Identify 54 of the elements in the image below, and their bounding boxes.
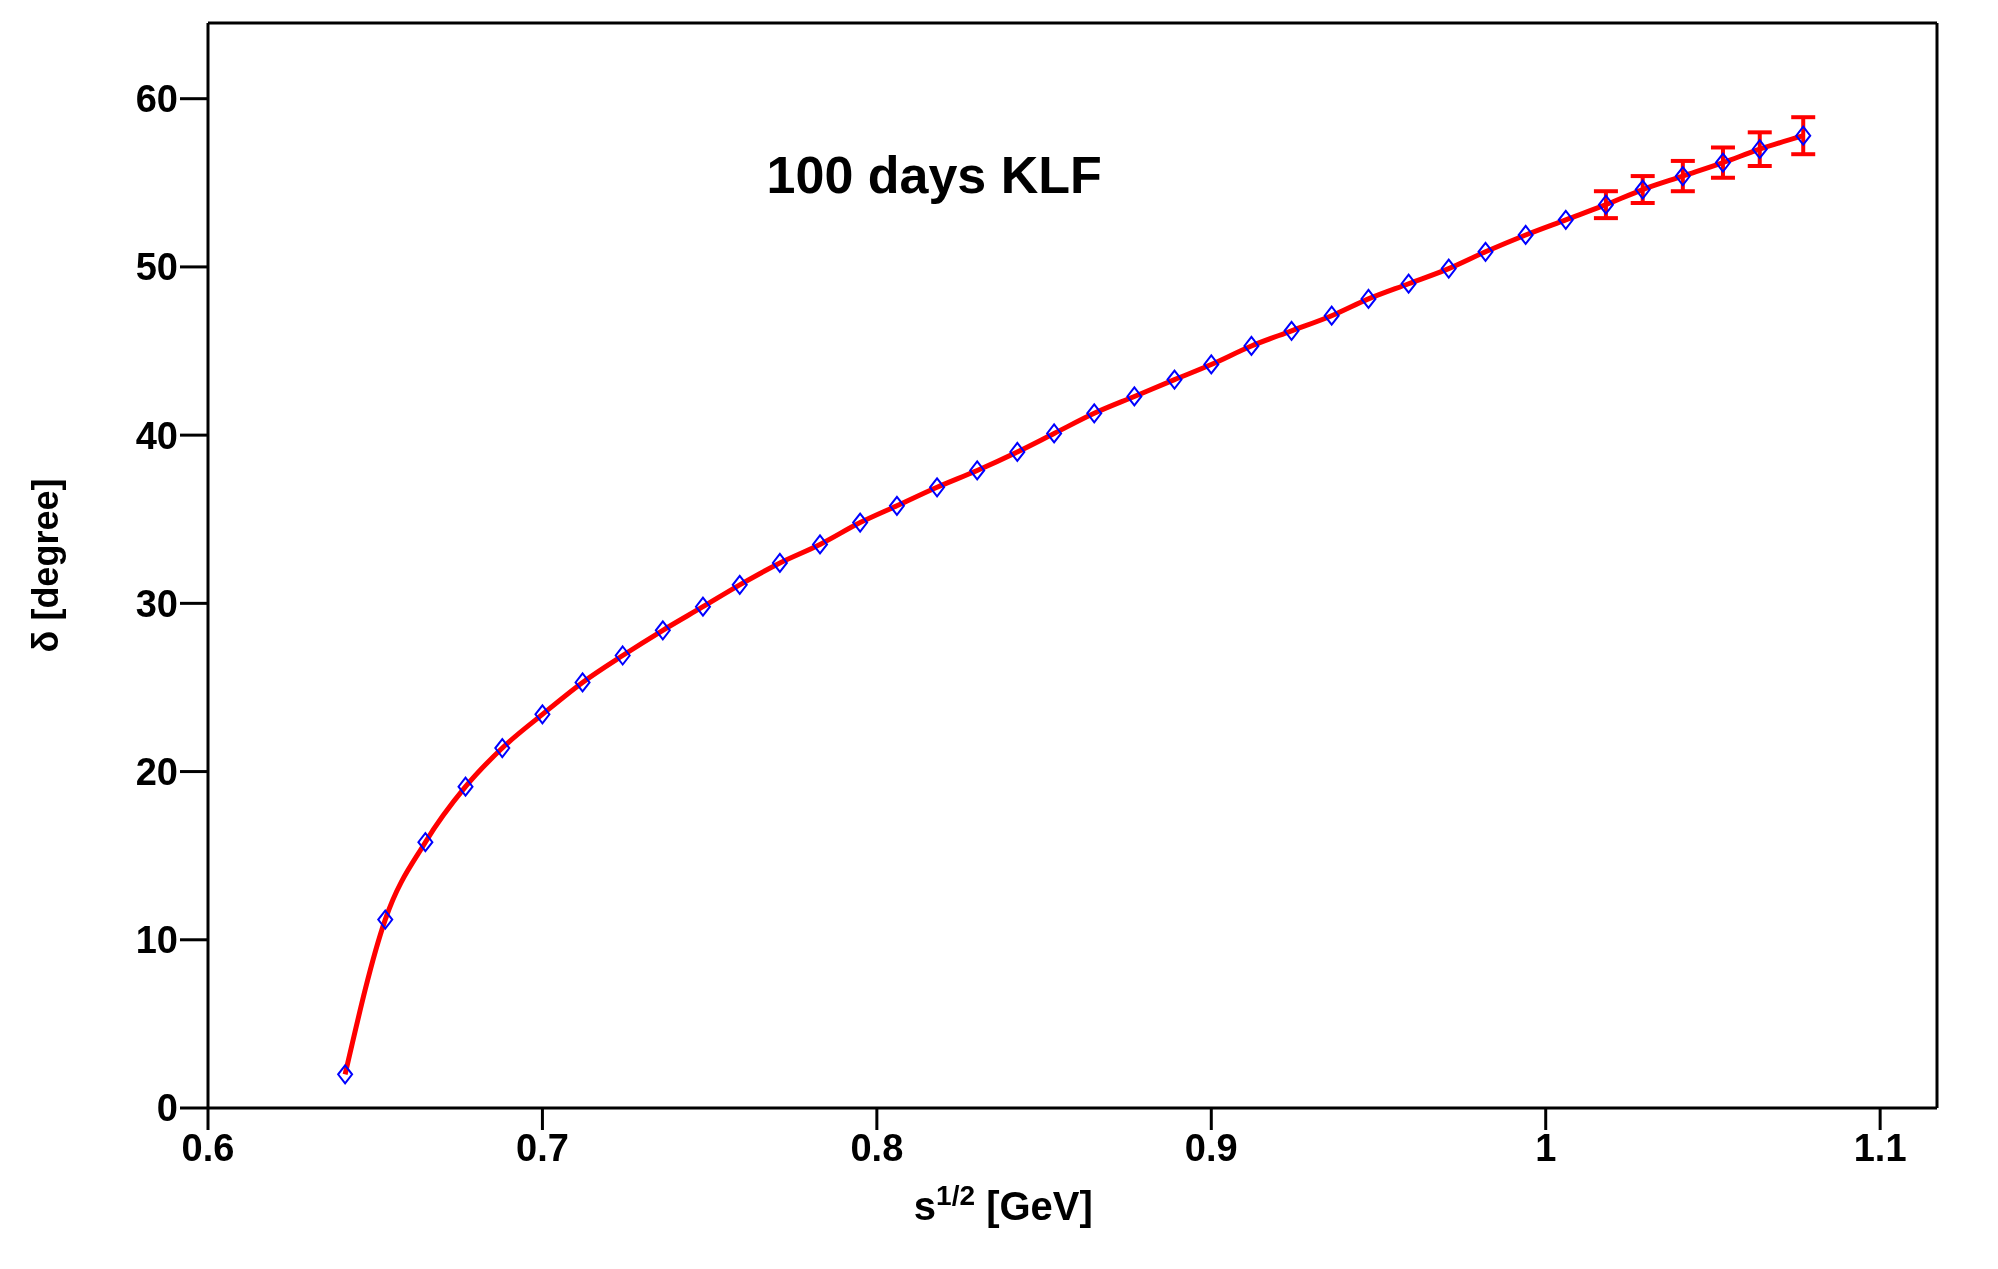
x-tick-label: 1 [1535,1126,1557,1169]
point [654,620,671,641]
point [1086,403,1103,424]
point [1126,386,1143,407]
y-tick-label: 50 [135,246,178,289]
point [1751,139,1768,160]
x-tick-label: 0.8 [850,1126,904,1169]
point [1557,209,1574,230]
x-axis-title: s$^{1/2}$ [GeV] [913,1179,1093,1228]
point [337,1064,354,1085]
point [1360,288,1377,309]
point [1166,369,1183,390]
point [1203,354,1220,375]
point [377,909,394,930]
point [969,460,986,481]
point [574,672,591,693]
point [888,495,905,516]
point [614,645,631,666]
point [1477,241,1494,262]
point [694,596,711,617]
y-tick-label: 60 [135,78,178,121]
y-axis-title: δ [degree] [25,478,66,653]
point [929,477,946,498]
point [731,574,748,595]
annotation: 100 days KLF [766,146,1102,204]
point [1634,179,1651,200]
point [417,832,434,853]
x-tick-label: 0.9 [1184,1126,1238,1169]
y-tick-label: 10 [135,919,178,962]
point [1323,305,1340,326]
y-tick-label: 0 [156,1087,178,1130]
point [771,552,788,573]
point [457,776,474,797]
point [1009,441,1026,462]
point [1517,224,1534,245]
point [1597,194,1614,215]
point [494,738,511,759]
point [534,704,551,725]
x-tick-label: 0.6 [181,1126,235,1169]
y-tick-label: 30 [135,582,178,625]
x-tick-label: 1.1 [1853,1126,1907,1169]
point [1400,273,1417,294]
point [1714,152,1731,173]
y-tick-label: 20 [135,751,178,794]
x-tick-label: 0.7 [516,1126,569,1169]
point [1046,423,1063,444]
y-tick-label: 40 [135,414,178,457]
point [1243,335,1260,356]
point [1440,258,1457,279]
point [852,512,869,533]
point [1283,320,1300,341]
point [1674,166,1691,187]
point [1795,125,1812,146]
point [812,534,829,555]
